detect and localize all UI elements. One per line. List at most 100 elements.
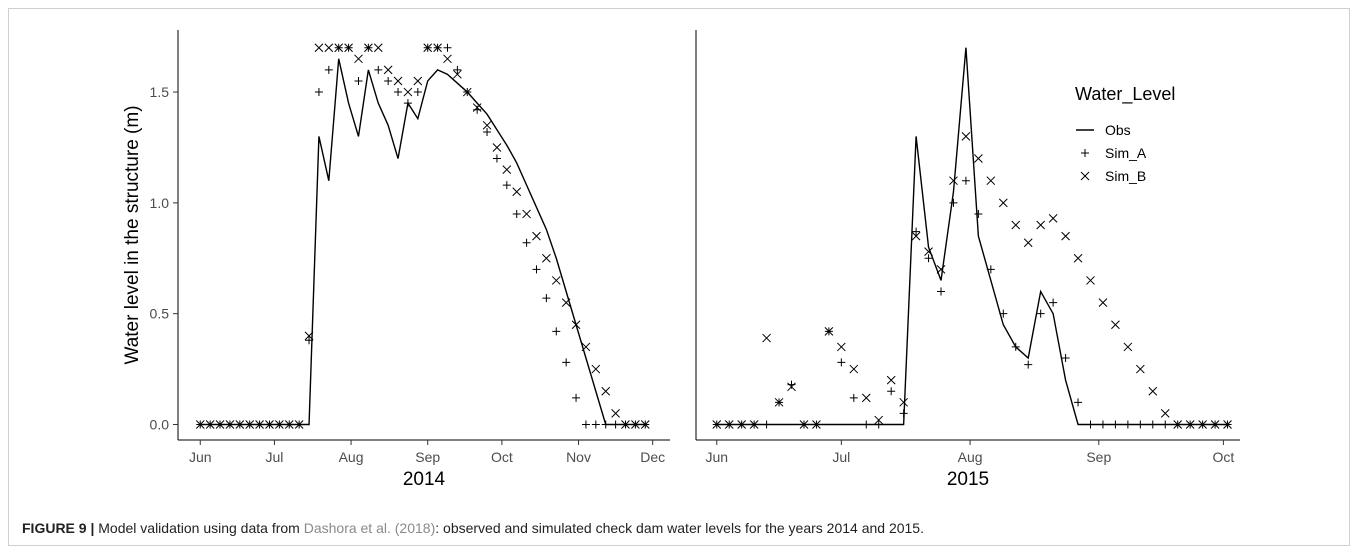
sim-marker <box>737 420 747 429</box>
sim-marker <box>383 65 393 75</box>
sim-marker <box>364 43 373 53</box>
sim-marker <box>245 420 255 429</box>
sim-marker <box>324 65 333 74</box>
sim-marker <box>874 420 883 429</box>
x-tick-label: Jun <box>705 449 728 465</box>
y-tick-label: 0.0 <box>150 416 170 432</box>
sim-marker <box>824 327 834 336</box>
sim-marker <box>1061 354 1070 362</box>
sim-marker <box>324 43 334 53</box>
sim-marker <box>712 420 722 429</box>
sim-marker <box>924 254 933 263</box>
sim-marker <box>887 387 896 396</box>
sim-marker <box>812 420 821 429</box>
sim-marker <box>265 420 274 429</box>
sim-marker <box>374 65 383 74</box>
sim-marker <box>1061 231 1070 241</box>
sim-marker <box>611 420 620 429</box>
sim-marker <box>1086 420 1095 429</box>
sim-marker <box>305 336 314 345</box>
sim-marker <box>354 76 363 85</box>
sim-marker <box>961 176 970 185</box>
sim-marker <box>552 327 561 336</box>
x-tick-label: Jul <box>265 449 283 465</box>
x-tick-label: Oct <box>491 449 513 465</box>
sim-marker <box>1148 386 1158 396</box>
sim-marker <box>571 320 581 330</box>
x-tick-label: Jul <box>832 449 850 465</box>
sim-marker <box>899 397 908 407</box>
x-tick-label: Oct <box>1212 449 1234 465</box>
sim-marker <box>591 420 600 429</box>
sim-marker <box>774 397 784 407</box>
sim-marker <box>886 375 896 385</box>
sim-marker <box>621 420 630 429</box>
x-tick-label: Nov <box>566 449 591 465</box>
sim-marker <box>1185 420 1195 429</box>
x-tick-label: Jun <box>189 449 212 465</box>
sim-marker <box>1023 238 1033 248</box>
x-tick-label: Aug <box>339 449 364 465</box>
sim-marker <box>492 143 502 152</box>
y-axis-title: Water level in the structure (m) <box>122 105 143 364</box>
sim-marker <box>205 420 215 429</box>
sim-marker <box>581 342 591 352</box>
figure-frame <box>8 8 1350 546</box>
sim-marker <box>304 331 314 341</box>
sim-marker <box>640 420 650 429</box>
sim-marker <box>1098 298 1108 307</box>
sim-marker <box>949 176 958 186</box>
x-tick-label: Dec <box>640 449 665 465</box>
sim-marker <box>1135 364 1145 374</box>
sim-marker <box>453 69 462 79</box>
sim-marker <box>581 420 590 429</box>
sim-marker <box>522 209 531 219</box>
sim-marker <box>373 43 383 53</box>
sim-marker <box>215 420 225 429</box>
sim-marker <box>522 238 531 247</box>
sim-marker <box>195 420 205 429</box>
sim-marker <box>393 76 403 86</box>
sim-marker <box>961 132 971 141</box>
sim-marker <box>413 76 423 86</box>
sim-marker <box>1160 409 1170 418</box>
sim-marker <box>912 227 921 236</box>
sim-marker <box>974 209 983 218</box>
sim-marker <box>294 420 304 429</box>
sim-marker <box>1111 420 1120 429</box>
sim-marker <box>423 43 433 53</box>
sim-marker <box>532 265 541 274</box>
sim-marker <box>1048 214 1058 223</box>
sim-marker <box>836 342 846 352</box>
sim-marker <box>1198 420 1207 429</box>
sim-marker <box>482 120 492 130</box>
sim-marker <box>1011 220 1021 230</box>
sim-marker <box>936 264 946 274</box>
sim-marker <box>762 420 771 429</box>
sim-marker <box>562 358 571 367</box>
x-tick-label: Sep <box>1086 449 1111 465</box>
sim-marker <box>1036 220 1046 230</box>
sim-marker <box>275 420 284 429</box>
sim-marker <box>1111 320 1120 330</box>
sim-marker <box>443 54 452 64</box>
sim-marker <box>591 364 601 374</box>
sim-marker <box>443 43 452 52</box>
legend-label: Obs <box>1105 122 1131 138</box>
sim-marker <box>999 309 1008 318</box>
sim-marker <box>502 165 512 174</box>
sim-marker <box>949 198 958 207</box>
sim-marker <box>837 358 846 367</box>
chart: 0.0 0.5 1.0 1.5 Jun Jul Aug Sep Oct Nov Dec 2014 Wat… <box>122 30 1240 490</box>
legend-key <box>1081 149 1089 157</box>
sim-marker <box>1223 420 1232 429</box>
y-tick-label: 0.5 <box>150 306 170 322</box>
sim-marker <box>512 209 521 218</box>
sim-marker <box>225 420 235 429</box>
sim-marker <box>314 43 324 53</box>
caption-link[interactable]: Dashora et al. (2018) <box>303 520 436 536</box>
sim-marker <box>453 65 462 74</box>
y-tick-label: 1.0 <box>150 195 170 211</box>
sim-marker <box>1049 298 1058 307</box>
